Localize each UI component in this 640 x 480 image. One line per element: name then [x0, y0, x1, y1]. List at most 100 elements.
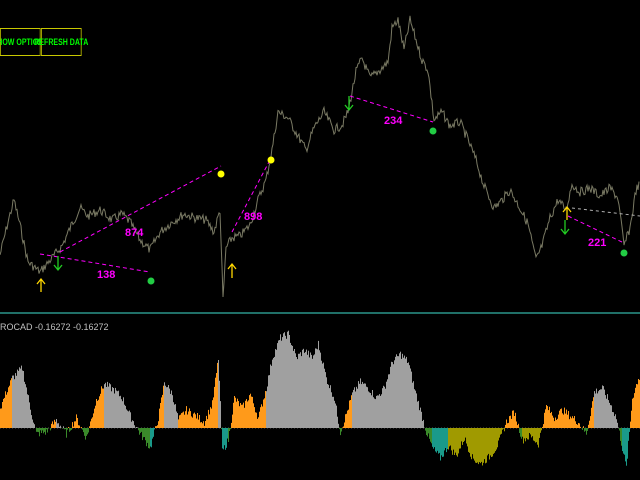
histogram-bar — [616, 419, 617, 428]
histogram-bar — [227, 428, 228, 439]
histogram-bar — [413, 381, 414, 428]
histogram-bar — [442, 428, 443, 457]
histogram-bar — [522, 428, 523, 437]
histogram-bar — [576, 424, 577, 428]
histogram-bar — [289, 335, 290, 428]
histogram-bar — [499, 428, 500, 438]
histogram-bar — [141, 428, 142, 432]
histogram-bar — [37, 428, 38, 432]
histogram-bar — [415, 390, 416, 428]
histogram-bar — [279, 340, 280, 428]
histogram-bar — [503, 428, 504, 429]
histogram-bar — [483, 428, 484, 463]
histogram-bar — [370, 393, 371, 428]
histogram-bar — [396, 354, 397, 428]
histogram-bar — [181, 413, 182, 428]
histogram-bar — [53, 424, 54, 428]
histogram-bar — [358, 381, 359, 428]
histogram-bar — [4, 397, 5, 428]
histogram-bar — [595, 393, 596, 428]
histogram-bar — [399, 353, 400, 428]
histogram-bar — [17, 369, 18, 428]
histogram-bar — [354, 387, 355, 428]
histogram-bar — [110, 384, 111, 428]
histogram-bar — [248, 400, 249, 428]
show-options-button[interactable]: SHOW OPTIONS — [0, 28, 48, 56]
histogram-bar — [378, 395, 379, 428]
histogram-bar — [269, 375, 270, 428]
histogram-bar — [393, 364, 394, 428]
histogram-bar — [335, 403, 336, 428]
histogram-bar — [103, 388, 104, 428]
histogram-bar — [555, 417, 556, 428]
histogram-bar — [391, 361, 392, 428]
divergence-line-234 — [349, 95, 434, 123]
histogram-bar — [523, 428, 524, 444]
histogram-bar — [488, 428, 489, 454]
histogram-bar — [118, 390, 119, 428]
histogram-bar — [106, 387, 107, 428]
histogram-bar — [91, 418, 92, 428]
histogram-bar — [298, 353, 299, 428]
histogram-bar — [571, 418, 572, 428]
histogram-bar — [558, 414, 559, 428]
refresh-data-button[interactable]: REFRESH DATA — [34, 28, 88, 56]
histogram-bar — [559, 410, 560, 428]
histogram-bar — [430, 428, 431, 442]
histogram-bar — [329, 388, 330, 428]
histogram-bar — [554, 421, 555, 428]
histogram-bar — [195, 414, 196, 428]
arrow-down-icon — [344, 96, 354, 112]
histogram-bar — [202, 423, 203, 428]
histogram-bar — [586, 428, 587, 435]
histogram-bar — [210, 407, 211, 428]
histogram-bar — [215, 377, 216, 428]
histogram-bar — [402, 353, 403, 428]
divergence-line-138 — [39, 253, 151, 273]
histogram-bar — [327, 384, 328, 428]
histogram-bar — [572, 416, 573, 428]
histogram-bar — [180, 414, 181, 428]
histogram-bar — [190, 411, 191, 428]
histogram-bar — [58, 423, 59, 428]
histogram-bar — [408, 362, 409, 428]
histogram-bar — [266, 391, 267, 428]
histogram-bar — [23, 371, 24, 428]
histogram-bar — [73, 426, 74, 428]
histogram-bar — [281, 340, 282, 428]
histogram-bar — [246, 399, 247, 428]
histogram-bar — [604, 389, 605, 428]
histogram-bar — [417, 401, 418, 428]
histogram-bar — [336, 405, 337, 428]
histogram-bar — [368, 391, 369, 428]
histogram-bar — [140, 428, 141, 433]
histogram-bar — [324, 368, 325, 428]
histogram-bar — [577, 424, 578, 428]
histogram-bar — [302, 349, 303, 428]
histogram-bar — [460, 428, 461, 449]
histogram-bar — [530, 428, 531, 435]
histogram-bar — [93, 413, 94, 428]
histogram-bar — [252, 396, 253, 428]
histogram-bar — [597, 393, 598, 428]
histogram-bar — [450, 428, 451, 446]
histogram-bar — [513, 410, 514, 428]
histogram-bar — [275, 349, 276, 428]
histogram-bar — [92, 417, 93, 428]
histogram-bar — [486, 428, 487, 463]
histogram-bar — [487, 428, 488, 456]
histogram-bar — [31, 415, 32, 428]
histogram-bar — [387, 379, 388, 428]
histogram-bar — [36, 428, 37, 432]
histogram-bar — [637, 384, 638, 428]
histogram-bar — [150, 428, 151, 447]
histogram-bar — [456, 428, 457, 456]
histogram-bar — [400, 351, 401, 428]
histogram-bar — [151, 428, 152, 448]
histogram-bar — [444, 428, 445, 451]
histogram-bar — [272, 359, 273, 428]
histogram-bar — [278, 340, 279, 428]
histogram-bar — [401, 358, 402, 428]
histogram-bar — [205, 421, 206, 428]
histogram-bar — [481, 428, 482, 462]
